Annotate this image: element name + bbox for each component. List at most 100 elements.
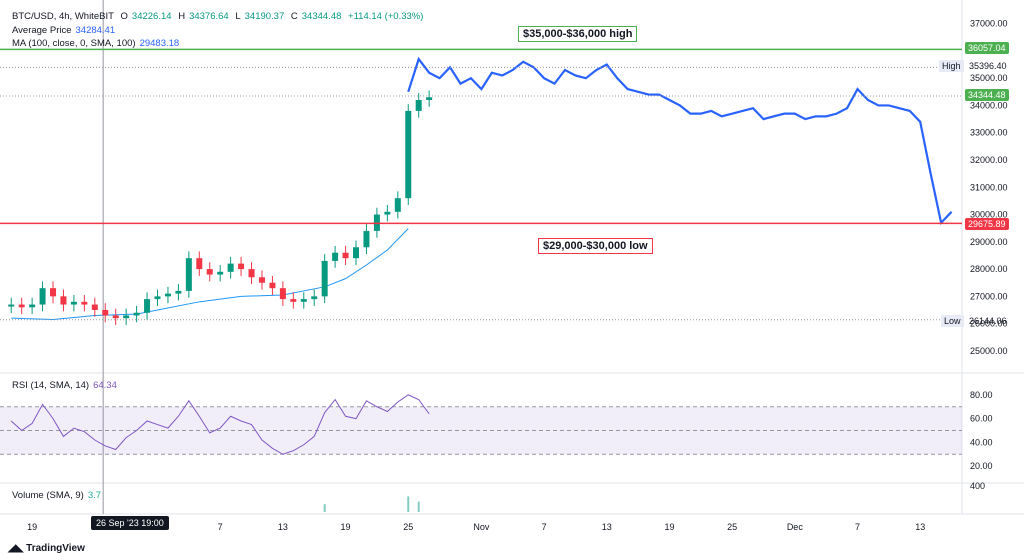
- y-tick-label: 27000.00: [970, 291, 1008, 301]
- candle-body: [154, 296, 161, 300]
- x-tick-label: 25: [403, 522, 413, 532]
- close-label: C: [290, 11, 298, 22]
- top-level-tag: 36057.04: [965, 42, 1009, 54]
- candle: [394, 191, 401, 219]
- candle-body: [248, 269, 255, 278]
- candle-body: [363, 230, 370, 248]
- x-tick-label: 7: [542, 522, 547, 532]
- low-value-tag: 26144.06: [969, 316, 1007, 326]
- axis-layer: 25000.00 26000.00 27000.00 28000.00 29000.00…: [27, 19, 1007, 532]
- candle: [18, 297, 25, 315]
- candle-body: [217, 271, 224, 275]
- y-tick-label: 35000.00: [970, 73, 1008, 83]
- candle: [217, 265, 224, 282]
- volume-value: 3.7: [87, 490, 102, 501]
- rsi-value: 64.34: [93, 380, 117, 391]
- y-tick-label: 28000.00: [970, 264, 1008, 274]
- candle: [238, 256, 245, 276]
- candle-body: [238, 263, 245, 270]
- candle-body: [342, 252, 349, 259]
- low-word-tag: Low: [941, 315, 964, 327]
- candle: [206, 262, 213, 282]
- grid-layer: [0, 0, 1024, 515]
- ma-value: 29483.18: [139, 38, 180, 49]
- candle-body: [70, 301, 77, 305]
- candle: [91, 297, 98, 317]
- chart-header-line-3: MA (100, close, 0, SMA, 100) 29483.18: [12, 38, 183, 49]
- volume-label: Volume (SMA, 9): [12, 490, 84, 501]
- y-tick-label: 30000.00: [970, 210, 1008, 220]
- candle: [60, 289, 67, 312]
- candle-body: [185, 258, 192, 291]
- candle: [363, 224, 370, 255]
- avg-price-label: Average Price: [12, 25, 72, 36]
- candle: [332, 245, 339, 268]
- candle: [102, 303, 109, 323]
- volume-bar: [407, 496, 410, 512]
- candle-body: [415, 100, 422, 111]
- candle-body: [384, 211, 391, 215]
- candle: [311, 289, 318, 306]
- x-tick-label: 19: [341, 522, 351, 532]
- candle-body: [29, 304, 36, 308]
- candle: [112, 308, 119, 325]
- y-tick-label: 33000.00: [970, 128, 1008, 138]
- x-tick-label: 13: [602, 522, 612, 532]
- open-label: O: [120, 11, 128, 22]
- candle: [154, 289, 161, 306]
- candle: [196, 251, 203, 276]
- candle: [426, 90, 433, 107]
- symbol-label: BTC/USD, 4h, WhiteBIT: [12, 11, 114, 22]
- candle: [415, 93, 422, 118]
- candle: [321, 254, 328, 304]
- candle-body: [206, 269, 213, 275]
- y-tick-label: 26000.00: [970, 319, 1008, 329]
- volume-tick-label: 400: [970, 481, 985, 491]
- rsi-label: RSI (14, SMA, 14): [12, 380, 90, 391]
- chart-header-line-1: BTC/USD, 4h, WhiteBIT O 34226.14 H 34376.6…: [12, 11, 427, 22]
- low-zone-annotation: $29,000-$30,000 low: [538, 238, 653, 254]
- close-value: 34344.48: [301, 11, 342, 22]
- candle: [258, 270, 265, 290]
- rsi-header: RSI (14, SMA, 14) 64.34: [12, 380, 121, 391]
- candle: [384, 205, 391, 222]
- candle-body: [227, 263, 234, 272]
- low-value: 34190.37: [244, 11, 285, 22]
- x-tick-label: 7: [218, 522, 223, 532]
- candle-body: [405, 110, 412, 199]
- y-tick-label: 25000.00: [970, 346, 1008, 356]
- candle: [279, 281, 286, 306]
- y-tick-label: 37000.00: [970, 19, 1008, 29]
- volume-bar: [323, 504, 326, 512]
- candle: [133, 305, 140, 323]
- x-tick-label: Nov: [473, 522, 490, 532]
- ma-label: MA (100, close, 0, SMA, 100): [12, 38, 136, 49]
- candle-body: [279, 288, 286, 300]
- avg-price-value: 34284.41: [75, 25, 116, 36]
- tradingview-icon: ◢◣: [8, 543, 27, 554]
- volume-header: Volume (SMA, 9) 3.7: [12, 490, 105, 501]
- candle-body: [196, 258, 203, 270]
- candle: [50, 281, 57, 304]
- candle: [175, 284, 182, 301]
- candle-body: [39, 288, 46, 305]
- candle-body: [321, 260, 328, 297]
- y-tick-label: 31000.00: [970, 182, 1008, 192]
- candle-body: [175, 290, 182, 294]
- last-price-tag: 34344.48: [965, 89, 1009, 101]
- candles-layer: [8, 90, 433, 325]
- candle-body: [144, 299, 151, 313]
- chart-header-line-2: Average Price 34284.41: [12, 25, 119, 36]
- volume-layer: [323, 496, 420, 512]
- rsi-tick-label: 80.00: [970, 390, 993, 400]
- x-tick-label: 25: [727, 522, 737, 532]
- candle-body: [112, 315, 119, 319]
- candle-body: [91, 304, 98, 310]
- y-tick-label: 34000.00: [970, 100, 1008, 110]
- candle-body: [311, 296, 318, 300]
- candle: [29, 297, 36, 315]
- high-value: 34376.64: [189, 11, 229, 22]
- candle: [39, 281, 46, 312]
- candle-body: [290, 299, 297, 302]
